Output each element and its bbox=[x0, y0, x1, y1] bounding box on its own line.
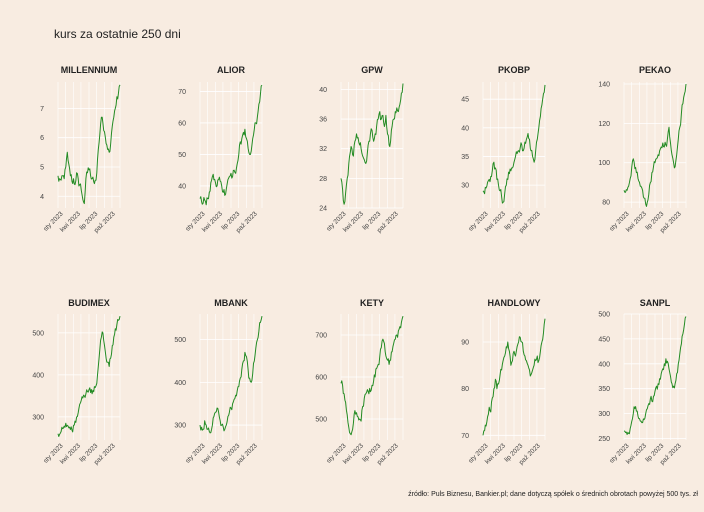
y-tick-label: 6 bbox=[40, 135, 44, 142]
y-tick-label: 35 bbox=[461, 154, 469, 161]
price-line bbox=[57, 84, 121, 205]
y-tick-label: 40 bbox=[178, 183, 186, 190]
y-tick-label: 90 bbox=[461, 340, 469, 347]
price-line bbox=[340, 315, 404, 436]
y-tick-label: 700 bbox=[315, 333, 327, 340]
price-line bbox=[623, 316, 687, 435]
y-tick-label: 28 bbox=[319, 176, 327, 183]
y-tick-label: 36 bbox=[319, 117, 327, 124]
panel-title: ALIOR bbox=[217, 65, 245, 75]
y-tick-label: 70 bbox=[178, 89, 186, 96]
panel-title: SANPL bbox=[640, 298, 671, 308]
price-line bbox=[199, 315, 263, 434]
y-tick-label: 120 bbox=[598, 121, 610, 128]
price-line bbox=[199, 84, 263, 206]
price-line bbox=[340, 83, 404, 205]
y-tick-label: 80 bbox=[602, 200, 610, 207]
y-tick-label: 400 bbox=[32, 372, 44, 379]
panel-title: PEKAO bbox=[639, 65, 671, 75]
price-line bbox=[623, 83, 687, 207]
y-tick-label: 250 bbox=[598, 436, 610, 443]
source-note: źródło: Puls Biznesu, Bankier.pl; dane d… bbox=[408, 491, 698, 498]
panel-title: HANDLOWY bbox=[488, 298, 541, 308]
price-line bbox=[482, 318, 546, 436]
y-tick-label: 600 bbox=[315, 375, 327, 382]
y-tick-label: 400 bbox=[174, 380, 186, 387]
y-tick-label: 4 bbox=[40, 194, 44, 201]
y-tick-label: 500 bbox=[32, 330, 44, 337]
panel-title: GPW bbox=[361, 65, 383, 75]
y-tick-label: 100 bbox=[598, 160, 610, 167]
y-tick-label: 500 bbox=[598, 312, 610, 319]
y-tick-label: 500 bbox=[315, 417, 327, 424]
panel-title: BUDIMEX bbox=[68, 298, 110, 308]
y-tick-label: 70 bbox=[461, 433, 469, 440]
y-tick-label: 50 bbox=[178, 152, 186, 159]
price-line bbox=[57, 315, 121, 437]
y-tick-label: 32 bbox=[319, 146, 327, 153]
y-tick-label: 450 bbox=[598, 336, 610, 343]
y-tick-label: 300 bbox=[174, 423, 186, 430]
y-tick-label: 24 bbox=[319, 206, 327, 213]
y-tick-label: 40 bbox=[319, 87, 327, 94]
panel-title: MILLENNIUM bbox=[61, 65, 118, 75]
price-line bbox=[482, 84, 546, 204]
y-tick-label: 5 bbox=[40, 164, 44, 171]
y-tick-label: 140 bbox=[598, 81, 610, 88]
y-tick-label: 40 bbox=[461, 125, 469, 132]
y-tick-label: 80 bbox=[461, 386, 469, 393]
y-tick-label: 500 bbox=[174, 337, 186, 344]
panel-title: MBANK bbox=[214, 298, 248, 308]
y-tick-label: 7 bbox=[40, 106, 44, 113]
y-tick-label: 30 bbox=[461, 183, 469, 190]
y-tick-label: 400 bbox=[598, 361, 610, 368]
y-tick-label: 350 bbox=[598, 386, 610, 393]
panel-title: KETY bbox=[360, 298, 384, 308]
panel-title: PKOBP bbox=[498, 65, 530, 75]
page-title: kurs za ostatnie 250 dni bbox=[54, 27, 181, 41]
y-tick-label: 300 bbox=[32, 414, 44, 421]
y-tick-label: 45 bbox=[461, 97, 469, 104]
y-tick-label: 60 bbox=[178, 120, 186, 127]
y-tick-label: 300 bbox=[598, 411, 610, 418]
